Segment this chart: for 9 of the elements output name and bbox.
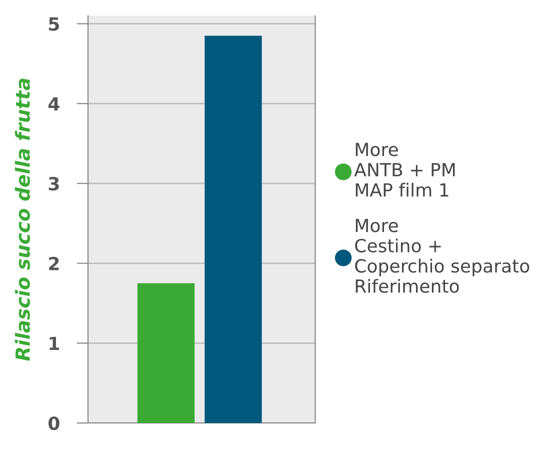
y-tick-label: 4 <box>48 97 60 110</box>
y-tick-label: 5 <box>49 17 59 31</box>
legend-label: More ANTB + PM MAP film 1 <box>354 142 455 196</box>
y-tick-label: 3 <box>48 176 59 191</box>
y-tick-label: 0 <box>48 416 60 430</box>
y-tick-label: 2 <box>49 256 59 270</box>
y-axis-title: Rilascio succo della frutta <box>14 78 30 361</box>
y-tick-label: 1 <box>50 336 59 350</box>
legend-label: More Cestino + Coperchio separato Riferimento <box>355 218 530 293</box>
